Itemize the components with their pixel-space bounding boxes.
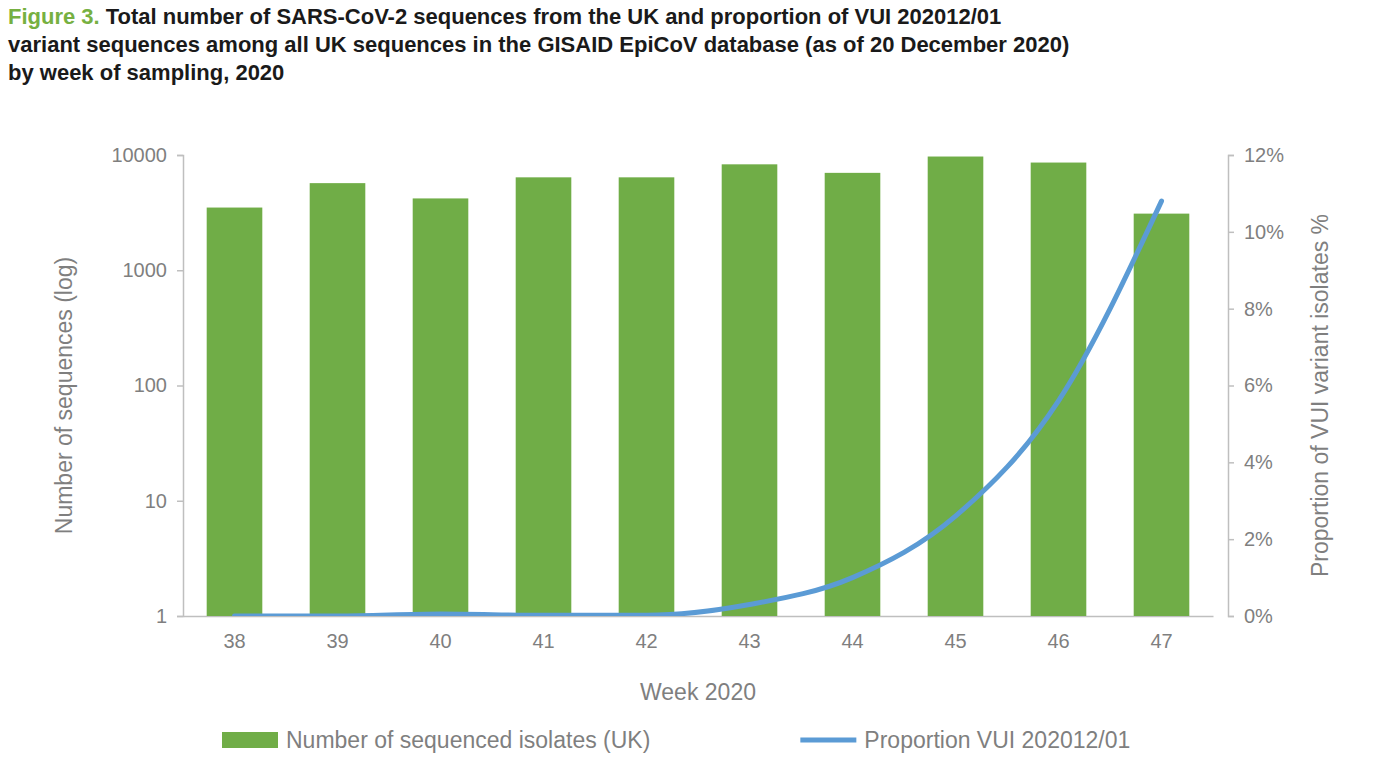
- y-axis: 1 10 100 1000 10000: [111, 144, 183, 627]
- x-tick: 40: [429, 616, 451, 652]
- y-tick-mark: [177, 385, 183, 387]
- x-tick-label: 44: [841, 630, 863, 652]
- x-tick-label: 38: [223, 630, 245, 652]
- x-tick-label: 45: [944, 630, 966, 652]
- y-axis-title: Number of sequences (log): [51, 257, 77, 534]
- figure-label: Figure 3.: [8, 4, 100, 29]
- y-tick: 1000: [123, 259, 184, 281]
- bar: [1134, 214, 1190, 616]
- y-tick-mark: [177, 616, 183, 618]
- legend-swatch: [800, 738, 856, 743]
- y-tick: 1: [156, 605, 183, 627]
- y2-tick-mark: [1228, 462, 1234, 464]
- y2-tick-mark: [1228, 539, 1234, 541]
- title: variant sequences among all UK sequences…: [8, 32, 1069, 57]
- y2-tick-label: 12%: [1244, 144, 1284, 166]
- y2-tick: 4%: [1228, 451, 1273, 473]
- y-tick-mark: [177, 501, 183, 503]
- y2-tick: 12%: [1228, 144, 1284, 166]
- y2-axis: 0% 2% 4% 6% 8% 10% 12%: [1228, 144, 1284, 627]
- x-axis-title: Week 2020: [640, 679, 756, 705]
- y2-tick-mark: [1228, 385, 1234, 387]
- y2-tick-label: 8%: [1244, 298, 1273, 320]
- y-axis-line: [177, 156, 184, 617]
- y2-tick-mark: [1228, 616, 1234, 618]
- x-tick-label: 47: [1150, 630, 1172, 652]
- x-tick: 42: [635, 616, 657, 652]
- y2-tick-label: 0%: [1244, 605, 1273, 627]
- x-tick: 38: [223, 616, 245, 652]
- y2-axis-title: Proportion of VUI variant isolates %: [1307, 214, 1333, 577]
- x-tick: 41: [532, 616, 554, 652]
- y2-tick: 8%: [1228, 298, 1273, 320]
- title-line: Total number of SARS-CoV-2 sequences fro…: [106, 4, 1002, 29]
- y2-tick-mark: [1228, 232, 1234, 234]
- y-tick: 100: [134, 374, 183, 396]
- y2-tick-mark: [1228, 155, 1234, 157]
- legend-swatch: [222, 732, 278, 748]
- y-tick-label: 1: [156, 605, 167, 627]
- y2-axis-line: [1229, 156, 1235, 617]
- y-tick-label: 10000: [111, 144, 167, 166]
- y-tick: 10: [145, 490, 183, 512]
- legend: Number of sequenced isolates (UK) Proport…: [222, 727, 1130, 753]
- y2-tick-label: 10%: [1244, 221, 1284, 243]
- bar: [825, 173, 881, 616]
- y2-tick: 10%: [1228, 221, 1284, 243]
- x-tick-label: 41: [532, 630, 554, 652]
- y-tick-label: 10: [145, 490, 167, 512]
- x-tick: 47: [1150, 616, 1172, 652]
- bar: [619, 177, 675, 616]
- x-tick-label: 42: [635, 630, 657, 652]
- y2-tick-mark: [1228, 308, 1234, 310]
- y-tick: 10000: [111, 144, 183, 166]
- bar: [310, 183, 366, 616]
- y2-tick-label: 6%: [1244, 374, 1273, 396]
- x-tick: 46: [1047, 616, 1069, 652]
- legend-label: Proportion VUI 202012/01: [864, 727, 1130, 753]
- line: [235, 201, 1162, 616]
- x-tick: 39: [326, 616, 348, 652]
- bar: [516, 177, 572, 616]
- bar: [207, 208, 263, 616]
- bar: [1031, 163, 1087, 616]
- x-tick-label: 46: [1047, 630, 1069, 652]
- title: by week of sampling, 2020: [8, 60, 284, 85]
- plot-area: [207, 157, 1190, 616]
- y2-tick: 0%: [1228, 605, 1273, 627]
- x-tick: 45: [944, 616, 966, 652]
- y-tick-label: 100: [134, 374, 167, 396]
- bar: [722, 164, 778, 616]
- y-tick-mark: [177, 155, 183, 157]
- x-tick: 43: [738, 616, 760, 652]
- title: Figure 3.Total number of SARS-CoV-2 sequ…: [8, 4, 1001, 29]
- x-tick: 44: [841, 616, 863, 652]
- legend-label: Number of sequenced isolates (UK): [286, 727, 650, 753]
- chart: Figure 3.Total number of SARS-CoV-2 sequ…: [0, 0, 1400, 763]
- bar: [413, 198, 469, 616]
- y2-tick: 2%: [1228, 528, 1273, 550]
- y-tick-label: 1000: [123, 259, 168, 281]
- y-tick-mark: [177, 270, 183, 272]
- y2-tick: 6%: [1228, 374, 1273, 396]
- x-tick-label: 43: [738, 630, 760, 652]
- y2-tick-label: 2%: [1244, 528, 1273, 550]
- x-axis: 38 39 40 41 42 43 44 45 46 47: [184, 616, 1214, 652]
- title-block: Figure 3.Total number of SARS-CoV-2 sequ…: [8, 4, 1069, 85]
- x-tick-label: 40: [429, 630, 451, 652]
- bar: [928, 157, 984, 616]
- x-tick-label: 39: [326, 630, 348, 652]
- y2-tick-label: 4%: [1244, 451, 1273, 473]
